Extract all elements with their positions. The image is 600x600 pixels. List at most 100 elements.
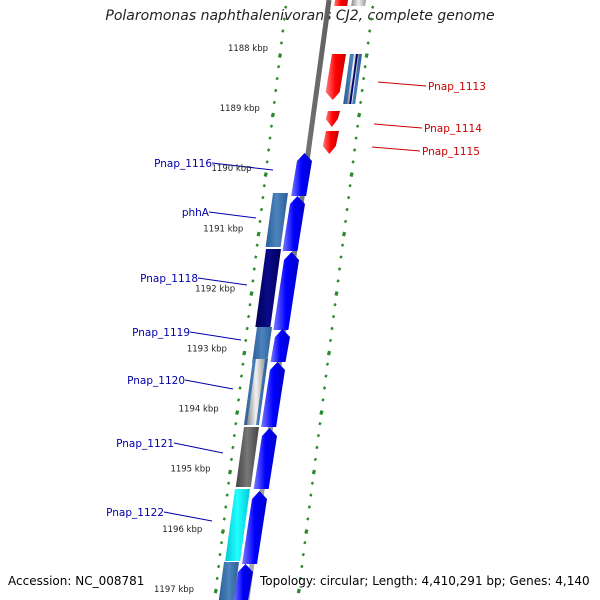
forward-gene-arrow bbox=[273, 252, 299, 330]
tick-mark bbox=[321, 398, 325, 402]
tick-mark bbox=[219, 541, 224, 545]
reverse-gene-arrow bbox=[325, 54, 346, 100]
tick-mark bbox=[241, 362, 245, 366]
tick-mark bbox=[303, 541, 307, 545]
pnap-1118-block bbox=[255, 249, 281, 327]
forward-gene-arrow bbox=[291, 153, 312, 196]
gene-leader-line bbox=[163, 511, 213, 522]
forward-gene-label: Pnap_1116 bbox=[154, 158, 212, 170]
tick-mark bbox=[227, 469, 233, 475]
tick-mark bbox=[279, 41, 284, 45]
tick-mark bbox=[236, 398, 241, 402]
gene-leader-line bbox=[189, 331, 242, 341]
tick-mark bbox=[235, 410, 240, 416]
tick-mark bbox=[339, 255, 343, 259]
forward-gene-label: phhA bbox=[182, 207, 210, 219]
gene-leader-line bbox=[377, 81, 427, 87]
forward-gene-arrow bbox=[270, 329, 290, 362]
tick-mark bbox=[224, 505, 228, 509]
tick-mark bbox=[244, 338, 248, 343]
tick-mark bbox=[304, 529, 309, 535]
kbp-label: 1195 kbp bbox=[170, 465, 210, 475]
tick-mark bbox=[311, 469, 316, 475]
tick-mark bbox=[229, 457, 234, 462]
tick-mark bbox=[368, 29, 372, 33]
tick-mark bbox=[254, 255, 258, 259]
tick-mark bbox=[322, 386, 327, 390]
tick-mark bbox=[225, 493, 229, 497]
tick-mark bbox=[300, 564, 304, 569]
pnap-1122-block bbox=[225, 489, 250, 561]
gene-labels: Pnap_1116 phhA Pnap_1118 Pnap_1119 Pnap_1120… bbox=[106, 81, 486, 522]
tick-mark bbox=[348, 184, 352, 188]
reverse-gene-label: Pnap_1115 bbox=[422, 146, 480, 158]
tick-mark bbox=[309, 493, 313, 497]
kbp-label: 1194 kbp bbox=[179, 405, 219, 415]
tick-mark bbox=[298, 576, 302, 581]
tick-mark bbox=[333, 303, 337, 307]
tick-mark bbox=[239, 374, 244, 378]
tick-mark bbox=[246, 314, 251, 319]
tick-mark bbox=[268, 136, 272, 140]
tick-mark bbox=[358, 100, 363, 105]
reverse-gene-top-grey bbox=[351, 0, 366, 6]
tick-mark bbox=[352, 148, 357, 152]
tick-mark bbox=[328, 338, 333, 343]
tick-mark bbox=[272, 100, 276, 105]
tick-mark bbox=[215, 576, 219, 581]
reverse-gene-top bbox=[334, 0, 348, 6]
tick-mark bbox=[355, 124, 360, 128]
kbp-label: 1193 kbp bbox=[187, 345, 227, 355]
tick-mark bbox=[258, 219, 262, 224]
tick-mark bbox=[337, 267, 342, 271]
tick-mark bbox=[222, 517, 226, 521]
tick-mark bbox=[255, 243, 259, 247]
tick-mark bbox=[256, 231, 261, 237]
tick-mark bbox=[330, 326, 334, 331]
reverse-gene-label: Pnap_1113 bbox=[428, 81, 486, 93]
tick-mark bbox=[269, 124, 274, 128]
tick-mark bbox=[301, 552, 305, 557]
kbp-label: 1192 kbp bbox=[195, 284, 235, 294]
tick-mark bbox=[220, 529, 225, 535]
tick-mark bbox=[354, 136, 358, 140]
tick-mark bbox=[296, 588, 301, 594]
tick-mark bbox=[310, 481, 315, 485]
tick-mark bbox=[315, 445, 319, 450]
tick-mark bbox=[265, 160, 269, 164]
tick-mark bbox=[245, 326, 249, 331]
tick-mark bbox=[334, 291, 339, 297]
kbp-label: 1197 kbp bbox=[154, 585, 194, 595]
pnap-1113-line bbox=[349, 54, 358, 104]
tick-mark bbox=[231, 445, 235, 450]
tick-mark bbox=[216, 564, 221, 569]
tick-mark bbox=[345, 207, 349, 212]
tick-mark bbox=[238, 386, 242, 390]
kbp-label: 1189 kbp bbox=[220, 104, 260, 114]
next-gene-block bbox=[218, 562, 239, 600]
tick-mark bbox=[363, 65, 367, 69]
reverse-gene-label: Pnap_1114 bbox=[424, 123, 482, 135]
gene-leader-line bbox=[173, 442, 224, 454]
tick-mark bbox=[326, 350, 332, 356]
topology-label: Topology: circular; Length: 4,410,291 bp… bbox=[260, 574, 590, 588]
tick-mark bbox=[213, 588, 218, 594]
tick-mark bbox=[364, 53, 369, 59]
reverse-gene-arrow bbox=[325, 111, 340, 127]
tick-mark bbox=[316, 433, 321, 438]
tick-mark bbox=[313, 457, 318, 462]
forward-gene-label: Pnap_1120 bbox=[127, 375, 185, 387]
tick-mark bbox=[277, 53, 283, 59]
tick-mark bbox=[270, 112, 275, 118]
map-title: Polaromonas naphthalenivorans CJ2, compl… bbox=[105, 8, 495, 24]
gene-leader-line bbox=[197, 277, 248, 286]
tick-mark bbox=[343, 219, 348, 224]
tick-mark bbox=[360, 88, 364, 93]
kbp-scale-labels: 1188 kbp 1189 kbp 1190 kbp 1191 kbp 1192 kbp… bbox=[154, 44, 268, 595]
forward-gene-arrow bbox=[233, 564, 253, 600]
tick-mark bbox=[324, 374, 328, 378]
tick-mark bbox=[248, 303, 252, 307]
pnap-1121-block bbox=[235, 427, 259, 487]
pnap-1119-block bbox=[252, 327, 272, 363]
